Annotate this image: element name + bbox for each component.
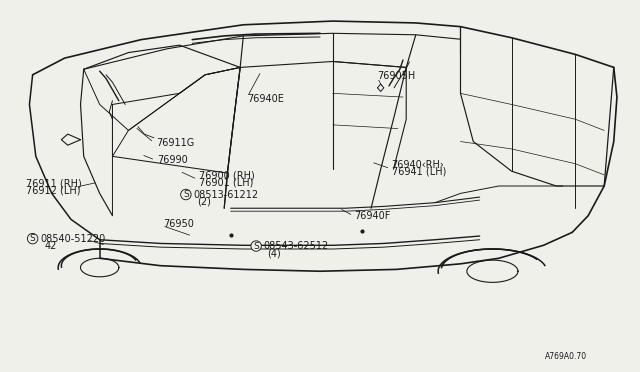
- Text: S: S: [183, 190, 189, 199]
- Text: 76950: 76950: [163, 219, 194, 229]
- Text: 76940‹RH›: 76940‹RH›: [392, 160, 444, 170]
- Text: (4): (4): [267, 248, 281, 258]
- Text: 42: 42: [44, 241, 56, 251]
- Text: 76912 (LH): 76912 (LH): [26, 186, 81, 195]
- Text: 76940F: 76940F: [355, 211, 391, 221]
- Text: 76940E: 76940E: [247, 94, 284, 104]
- Text: 76911 (RH): 76911 (RH): [26, 179, 82, 188]
- Text: 08543-62512: 08543-62512: [264, 241, 329, 251]
- Text: S: S: [253, 241, 259, 250]
- Text: S: S: [29, 234, 35, 243]
- Text: 76911G: 76911G: [156, 138, 194, 148]
- Text: (2): (2): [196, 196, 211, 206]
- Text: 76941 (LH): 76941 (LH): [392, 167, 446, 177]
- Text: 08513-61212: 08513-61212: [193, 189, 259, 199]
- Text: 08540-51220: 08540-51220: [40, 234, 106, 244]
- Text: 76990: 76990: [157, 155, 188, 165]
- Text: A769A0.70: A769A0.70: [545, 352, 587, 361]
- Text: 76905H: 76905H: [378, 71, 416, 81]
- Text: 76901 (LH): 76901 (LH): [198, 177, 253, 187]
- Text: 76900 (RH): 76900 (RH): [198, 171, 255, 181]
